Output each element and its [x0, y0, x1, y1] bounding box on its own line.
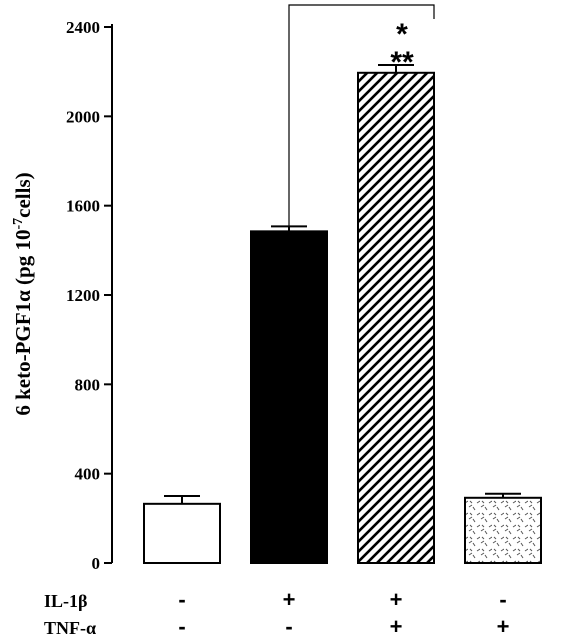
bars	[143, 71, 542, 565]
condition-sign: +	[283, 587, 296, 612]
condition-table: IL-1β - + + -TNF-α - - + +	[44, 587, 509, 639]
y-tick-label: 400	[75, 465, 101, 484]
y-tick-label: 2400	[66, 18, 100, 37]
y-axis-label-exponent: -7	[11, 218, 26, 230]
bar-4	[464, 496, 542, 564]
y-tick-label: 800	[75, 375, 101, 394]
y-tick-label: 1200	[66, 286, 100, 305]
condition-sign: -	[499, 587, 506, 612]
bar-1	[143, 502, 221, 565]
condition-label: TNF-α	[44, 618, 96, 638]
condition-sign: +	[390, 614, 403, 639]
condition-label: IL-1β	[44, 591, 88, 611]
y-tick-label: 0	[92, 554, 101, 573]
condition-sign: -	[178, 614, 185, 639]
y-axis-label-suffix: cells)	[11, 172, 35, 217]
significance-mark-double: **	[390, 46, 414, 79]
y-ticks: 0 400 800 1200 1600 2000 2400	[66, 18, 112, 573]
error-bars	[164, 63, 521, 504]
y-axis-label-main: 6 keto-PGF1α (pg 10	[11, 230, 35, 416]
significance-bracket	[288, 4, 435, 227]
condition-sign: -	[285, 614, 292, 639]
significance-annotation: ***	[288, 4, 435, 227]
y-tick-label: 2000	[66, 107, 100, 126]
condition-sign: +	[497, 614, 510, 639]
y-axis-label: 6 keto-PGF1α (pg 10-7cells)	[11, 172, 35, 415]
significance-mark-single: *	[396, 18, 408, 51]
condition-sign: -	[178, 587, 185, 612]
y-tick-label: 1600	[66, 197, 100, 216]
bar-3	[357, 71, 435, 565]
bar-2	[250, 230, 328, 564]
condition-sign: +	[390, 587, 403, 612]
